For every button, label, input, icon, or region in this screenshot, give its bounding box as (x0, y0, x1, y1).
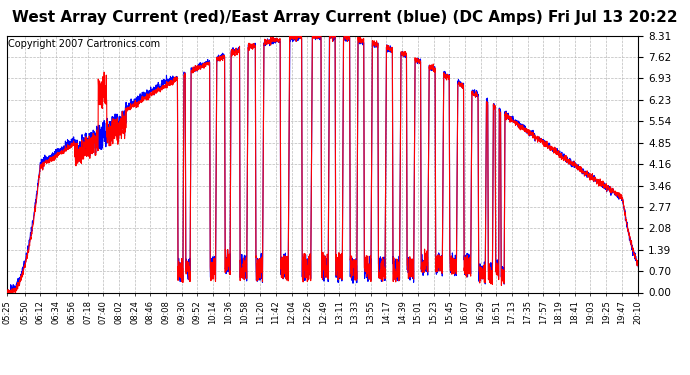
Text: West Array Current (red)/East Array Current (blue) (DC Amps) Fri Jul 13 20:22: West Array Current (red)/East Array Curr… (12, 10, 678, 26)
Text: Copyright 2007 Cartronics.com: Copyright 2007 Cartronics.com (8, 39, 160, 50)
